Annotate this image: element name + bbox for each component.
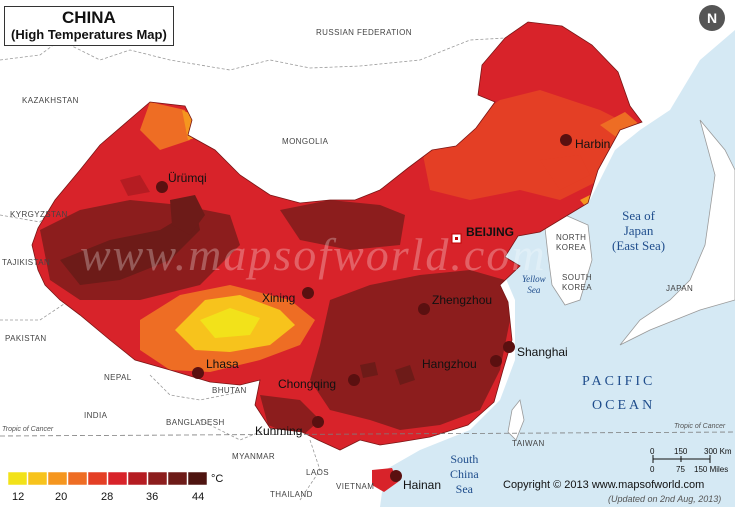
china-outline [31,21,643,451]
country-label-tajikistan: TAJIKISTAN [2,258,51,267]
scale-km-0: 0 [650,447,655,456]
country-label-south-korea: SOUTH KOREA [562,273,593,292]
scale-mi-75: 75 [676,465,685,474]
taiwan-land [507,399,525,441]
sea-label-japan-line-3: (East Sea) [612,238,666,253]
scale-mi-150: 150 Miles [694,465,729,474]
sea-label-yellow: Yellow Sea [522,274,546,296]
legend-unit: °C [211,473,224,485]
sea-label-japan-line-1: Sea of [622,208,655,223]
country-label-nepal: NEPAL [104,373,132,382]
title-sub: (High Temperatures Map) [11,27,167,42]
scale-mi-0: 0 [650,465,655,474]
city-label-lhasa: Lhasa [206,357,239,371]
sea-label-yellow-line-1: Yellow [522,274,546,284]
tropic-of-cancer-line [0,431,735,437]
city-label-chongqing: Chongqing [278,377,337,391]
sea-label-yellow-line-2: Sea [527,285,541,295]
city-label-hangzhou: Hangzhou [422,357,477,371]
city-label-kunming: Kunming [255,424,303,438]
korea-land [544,214,593,306]
city-marker-chongqing [348,374,360,386]
country-label-mongolia: MONGOLIA [282,137,329,146]
city-label-urumqi: Ürümqi [168,171,207,185]
city-label-zhengzhou: Zhengzhou [432,293,493,307]
city-marker-shanghai [503,341,515,353]
watermark: www.mapsofworld.com [80,229,547,280]
legend-label-44: 44 [192,491,205,503]
city-marker-hangzhou [490,355,502,367]
legend-label-12: 12 [12,491,25,503]
country-label-kazakhstan: KAZAKHSTAN [22,96,79,105]
city-marker-harbin [560,134,572,146]
ocean-label-pacific-2: OCEAN [592,398,656,413]
sea-label-japan-line-2: Japan [623,223,654,238]
country-label-taiwan: TAIWAN [512,439,545,448]
legend-label-36: 36 [146,491,159,503]
country-label-thailand: THAILAND [270,490,313,499]
copyright-text: Copyright © 2013 www.mapsofworld.com [503,479,705,491]
city-marker-lhasa [192,367,204,379]
country-label-laos: LAOS [306,468,329,477]
city-markers [156,134,572,482]
scale-km-300: 300 Km [704,447,732,456]
sea-label-south-china-line-2: China [450,467,479,481]
city-marker-hainan [390,470,402,482]
ocean-label-pacific-1: PACIFIC [582,374,656,389]
city-label-shanghai: Shanghai [517,345,568,359]
sea-label-south-china-line-3: Sea [455,482,473,496]
country-label-india: INDIA [84,411,108,420]
country-label-kyrgyzstan: KYRGYZSTAN [10,210,68,219]
sea-label-south-china-line-1: South [450,452,479,466]
title-main: CHINA [61,8,116,27]
country-label-myanmar: MYANMAR [232,452,276,461]
city-label-xining: Xining [262,291,296,305]
sea-label-south-china: South China Sea [450,452,479,497]
sea-label-japan: Sea of Japan (East Sea) [612,208,665,253]
city-marker-kunming [312,416,324,428]
city-label-harbin: Harbin [575,137,611,151]
tropic-label-right: Tropic of Cancer [674,423,726,430]
capital-label: BEIJING [466,225,515,239]
country-label-russia: RUSSIAN FEDERATION [316,28,412,37]
country-label-japan: JAPAN [666,284,694,293]
capital-marker-dot [455,237,458,240]
city-marker-zhengzhou [418,303,430,315]
city-marker-xining [302,287,314,299]
scale-bar [652,455,711,463]
country-label-bangladesh: BANGLADESH [166,418,225,427]
legend-color-bar [7,471,208,486]
updated-text: (Updated on 2nd Aug, 2013) [608,494,722,504]
legend-label-28: 28 [101,491,114,503]
country-label-vietnam: VIETNAM [336,482,375,491]
legend-label-20: 20 [55,491,68,503]
tropic-label-left: Tropic of Cancer [2,426,54,433]
city-marker-urumqi [156,181,168,193]
country-label-pakistan: PAKISTAN [5,334,47,343]
country-label-north-korea: NORTH KOREA [556,233,587,252]
city-label-hainan: Hainan [403,478,442,492]
japan-land [619,119,735,346]
scale-km-150: 150 [674,447,688,456]
north-arrow-icon: N [699,5,725,31]
map-title: CHINA (High Temperatures Map) [4,6,174,46]
country-label-bhutan: BHUTAN [212,386,247,395]
